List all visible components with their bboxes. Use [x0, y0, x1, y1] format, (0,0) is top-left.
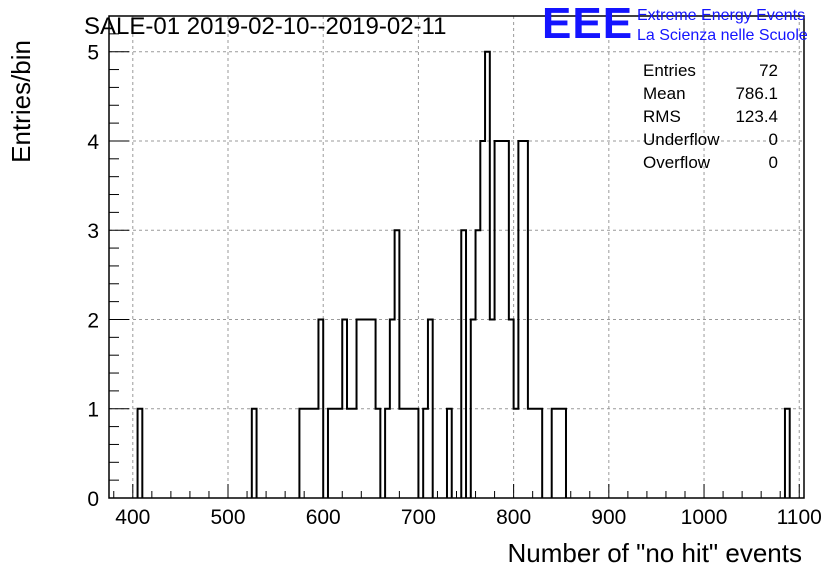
x-axis-ticks: 400 500 600 700 800 900 1000 1100 — [113, 484, 822, 529]
x-axis-label: Number of "no hit" events — [508, 538, 803, 568]
logo-line1: Extreme Energy Events — [637, 7, 805, 24]
stat-value: 0 — [769, 153, 778, 172]
histogram-outline — [136, 50, 791, 498]
logo-mark: EEE — [542, 0, 633, 48]
histogram-bin — [347, 409, 352, 498]
histogram-bin — [314, 409, 319, 498]
histogram-bin — [352, 409, 357, 498]
x-tick-label: 1000 — [681, 506, 728, 529]
histogram-bins — [136, 50, 791, 498]
histogram-bin — [399, 409, 404, 498]
x-tick-label: 900 — [591, 506, 626, 529]
x-tick-label: 700 — [401, 506, 436, 529]
stat-label: Entries — [643, 61, 696, 80]
stat-label: RMS — [643, 107, 681, 126]
stat-label: Mean — [643, 84, 686, 103]
y-tick-label: 3 — [87, 220, 99, 243]
stat-value: 123.4 — [735, 107, 778, 126]
histogram-bin — [499, 141, 504, 498]
histogram-bin — [556, 409, 561, 498]
y-axis-label: Entries/bin — [6, 40, 36, 163]
stat-label: Underflow — [643, 130, 720, 149]
histogram-bin — [490, 319, 495, 498]
grid-lines — [109, 16, 804, 498]
histogram-bin — [533, 409, 538, 498]
stat-value: 72 — [759, 61, 778, 80]
histogram-bin — [333, 409, 338, 498]
y-tick-label: 4 — [87, 131, 99, 154]
y-tick-label: 5 — [87, 42, 99, 65]
chart-title: SALE-01 2019-02-10--2019-02-11 — [84, 13, 446, 40]
stat-value: 786.1 — [735, 84, 778, 103]
x-tick-label: 500 — [210, 506, 245, 529]
stat-value: 0 — [769, 130, 778, 149]
histogram-bin — [528, 409, 533, 498]
stat-label: Overflow — [643, 153, 711, 172]
y-axis-ticks: 0 1 2 3 4 5 — [87, 15, 129, 511]
y-tick-label: 0 — [87, 488, 99, 511]
y-tick-label: 2 — [87, 309, 99, 332]
y-tick-label: 1 — [87, 399, 99, 422]
histogram-bin — [337, 409, 342, 498]
plot-frame — [108, 15, 805, 499]
stats-box: Entries 72 Mean 786.1 RMS 123.4 Underflow 0 Over… — [643, 61, 778, 172]
histogram-bin — [409, 409, 414, 498]
x-tick-label: 800 — [496, 506, 531, 529]
histogram-bin — [309, 409, 314, 498]
histogram-bin — [361, 319, 366, 498]
histogram-bin — [304, 409, 309, 498]
x-tick-label: 400 — [115, 506, 150, 529]
histogram-bin — [404, 409, 409, 498]
eee-logo: EEE Extreme Energy Events La Scienza nel… — [542, 0, 808, 48]
x-tick-label: 600 — [306, 506, 341, 529]
histogram-bin — [514, 409, 519, 498]
logo-line2: La Scienza nelle Scuole — [637, 27, 808, 44]
x-tick-label: 1100 — [777, 506, 822, 529]
histogram-bin — [366, 319, 371, 498]
